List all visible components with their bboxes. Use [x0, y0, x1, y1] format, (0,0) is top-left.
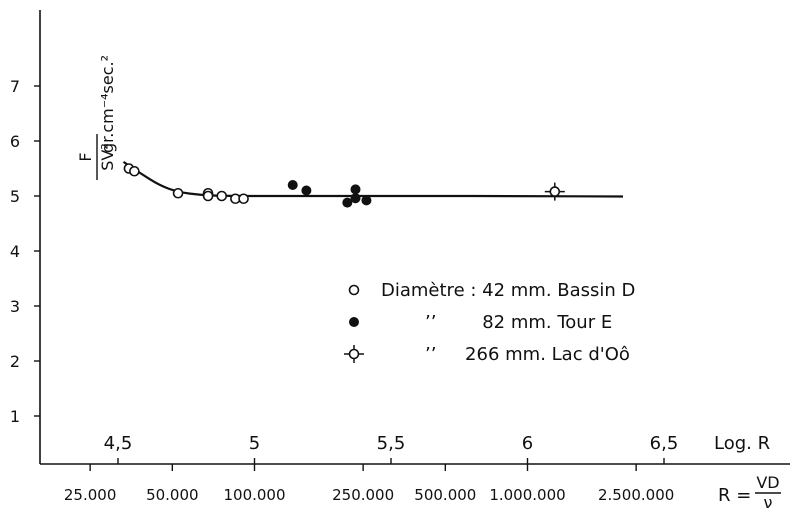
y-tick-label: 3 [10, 297, 20, 316]
data-point-open-circle [129, 165, 140, 177]
log-tick-label: 4,5 [104, 433, 133, 454]
r-tick-label: 1.000.000 [489, 486, 565, 504]
y-tick-label: 6 [10, 132, 20, 151]
r-tick-label: 25.000 [64, 486, 117, 504]
legend: Diamètre : 42 mm. Bassin D ’’ 82 mm. Tou… [344, 280, 635, 365]
data-point-open-circle [216, 190, 228, 202]
data-point-filled-circle [301, 185, 312, 196]
data-point-filled-circle [342, 197, 353, 208]
y-axis-unit-label: gr.cm⁻⁴sec.² [98, 55, 117, 153]
legend-entry-3: ’’ 266 mm. Lac d'Oô [425, 344, 630, 365]
data-point-open-circle-cross [544, 182, 565, 201]
y-axis-label-denominator: SV² [98, 143, 117, 171]
log-r-axis-ticks: 4,5 5 5,5 6 6,5 [104, 433, 679, 464]
log-tick-label: 6 [522, 433, 533, 454]
r-axis-label-denominator: ν [764, 493, 773, 512]
r-axis-label-numerator: VD [756, 473, 779, 492]
fitted-curve [122, 160, 624, 198]
log-tick-label: 6,5 [650, 433, 679, 454]
log-tick-label: 5,5 [377, 433, 406, 454]
log-tick-label: 5 [249, 433, 260, 454]
data-point-open-circle [202, 190, 214, 202]
log-r-axis-label: Log. R [714, 433, 770, 454]
r-tick-label: 500.000 [414, 486, 476, 504]
y-tick-label: 5 [10, 187, 20, 206]
y-tick-label: 1 [10, 407, 20, 426]
y-axis-label: F SV² [76, 134, 117, 180]
legend-marker-open-circle [348, 284, 360, 296]
data-points [123, 163, 565, 208]
r-axis-ticks: 25.000 50.000 100.000 250.000 500.000 1.000.0… [64, 464, 674, 504]
r-tick-label: 100.000 [223, 486, 285, 504]
legend-entry-2: ’’ 82 mm. Tour E [425, 312, 612, 333]
data-point-open-circle [238, 193, 249, 205]
r-tick-label: 250.000 [332, 486, 394, 504]
y-axis-ticks: 1 2 3 4 5 6 7 [10, 77, 40, 426]
r-tick-label: 50.000 [146, 486, 199, 504]
data-point-filled-circle [287, 180, 298, 190]
data-point-filled-circle [350, 193, 361, 204]
y-axis-label-numerator: F [76, 152, 95, 161]
legend-marker-open-circle-cross [344, 345, 364, 363]
y-tick-label: 7 [10, 77, 20, 96]
r-tick-label: 2.500.000 [598, 486, 674, 504]
data-point-filled-circle [350, 184, 361, 195]
legend-marker-filled-circle [349, 317, 359, 327]
data-point-filled-circle [361, 195, 372, 206]
y-tick-label: 4 [10, 242, 20, 261]
legend-entry-1: Diamètre : 42 mm. Bassin D [381, 280, 635, 301]
data-point-open-circle [172, 187, 184, 199]
y-tick-label: 2 [10, 352, 20, 371]
r-axis-label-prefix: R = [718, 485, 751, 506]
